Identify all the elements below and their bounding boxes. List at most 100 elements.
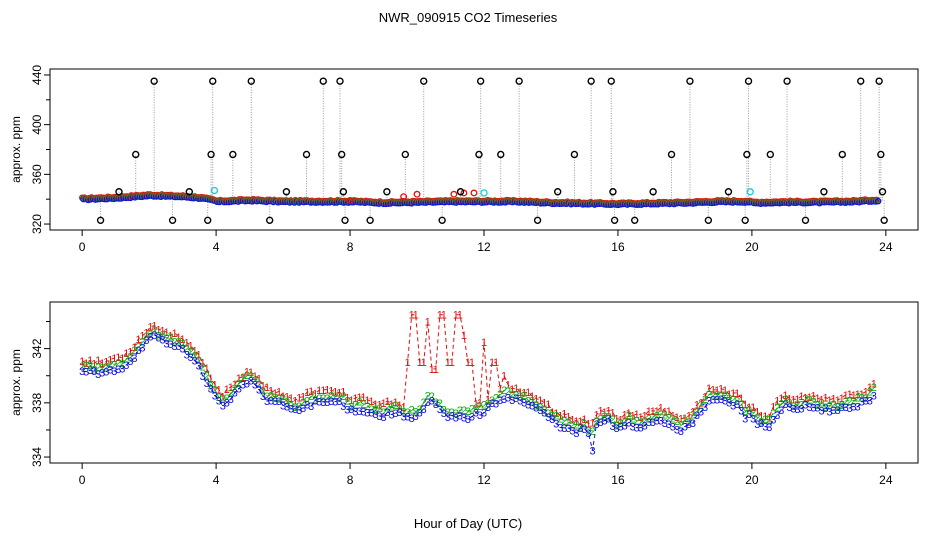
series-3-glyph: 3 [790,404,796,416]
x-tick-label: 0 [79,240,86,254]
series-1-glyph: 1 [421,357,427,369]
series-3-glyph: 3 [714,394,720,406]
series-3-glyph: 3 [622,421,628,433]
series-3-glyph: 3 [336,396,342,408]
series-1-glyph: 1 [477,397,483,409]
series-3-glyph: 3 [690,418,696,430]
series-3-glyph: 3 [196,361,202,373]
series-3-glyph: 3 [417,408,423,420]
series-1-glyph: 1 [433,364,439,376]
series-3-glyph: 3 [835,405,841,417]
series-1-glyph: 1 [718,384,724,396]
series-2-glyph: 2 [389,402,395,414]
series-3-glyph: 3 [288,404,294,416]
series-1-glyph: 1 [843,390,849,402]
series-2-glyph: 2 [216,392,222,404]
series-2-glyph: 2 [409,404,415,416]
series-3-glyph: 3 [614,423,620,435]
series-1-glyph: 1 [204,363,210,375]
series-2-glyph: 2 [710,389,716,401]
outlier-point [168,216,177,225]
series-1-glyph: 1 [473,399,479,411]
series-2-glyph: 2 [180,339,186,351]
series-3-glyph: 3 [606,414,612,426]
series-2-glyph: 2 [738,399,744,411]
y-tick-label: 400 [30,114,44,134]
series-2-glyph: 2 [798,399,804,411]
series-3-glyph: 3 [429,396,435,408]
series-2-glyph: 2 [553,411,559,423]
series-1-glyph: 1 [485,394,491,406]
series-1-glyph: 1 [670,411,676,423]
series-1-glyph: 1 [200,357,206,369]
series-1-glyph: 1 [151,321,157,333]
series-3-glyph: 3 [95,369,101,381]
x-tick-label: 8 [347,240,354,254]
series-3-glyph: 3 [83,367,89,379]
outlier-point [209,77,217,85]
series-2-glyph: 2 [356,396,362,408]
series-3-glyph: 3 [272,396,278,408]
series-3-glyph: 3 [280,400,286,412]
series-3-glyph: 3 [284,402,290,414]
series-1-glyph: 1 [360,392,366,404]
series-3-glyph: 3 [481,408,487,420]
outlier-point [610,216,619,225]
series-3-glyph: 3 [139,342,145,354]
series-3-glyph: 3 [782,399,788,411]
series-1-glyph: 1 [167,331,173,343]
series-2-glyph: 2 [549,410,555,422]
series-3-glyph: 3 [360,407,366,419]
series-2-glyph: 2 [328,390,334,402]
series-3-glyph: 3 [320,397,326,409]
outlier-point [766,150,775,159]
series-3-glyph: 3 [666,419,672,431]
series-1-glyph: 1 [734,388,740,400]
series-1-glyph: 1 [324,385,330,397]
series-1-glyph: 1 [135,334,141,346]
series-1-glyph: 1 [119,353,125,365]
series-2-glyph: 2 [742,406,748,418]
series-2-glyph: 2 [493,392,499,404]
outlier-point [570,150,579,159]
series-2-glyph: 2 [123,354,129,366]
series-3-glyph: 3 [577,423,583,435]
series-1-glyph: 1 [774,396,780,408]
series-3-glyph: 3 [585,428,591,440]
series-2-glyph: 2 [280,393,286,405]
x-tick-label: 12 [477,473,491,487]
series-3-glyph: 3 [135,345,141,357]
series-2-glyph: 2 [296,401,302,413]
series-1-glyph: 1 [618,414,624,426]
series-3-glyph: 3 [449,410,455,422]
series-1-glyph: 1 [726,389,732,401]
series-3-glyph: 3 [738,405,744,417]
series-2-glyph: 2 [501,385,507,397]
series-1-glyph: 1 [565,412,571,424]
outlier-point [438,216,446,225]
series-1-glyph: 1 [364,395,370,407]
series-2-glyph: 2 [810,396,816,408]
series-1-glyph: 1 [786,393,792,405]
series-2-glyph: 2 [425,390,431,402]
outlier-point [247,77,255,85]
series-3-glyph: 3 [300,403,306,415]
series-1-glyph: 1 [497,383,503,395]
series-3-glyph: 3 [143,335,149,347]
series-1-glyph: 1 [220,391,226,403]
series-2-glyph: 2 [79,361,85,373]
outlier-point [877,150,885,159]
series-1-glyph: 1 [292,395,298,407]
series-2-glyph: 2 [585,426,591,438]
series-2-glyph: 2 [690,410,696,422]
series-2-glyph: 2 [593,416,599,428]
series-2-glyph: 2 [461,405,467,417]
series-1-glyph: 1 [336,388,342,400]
series-2-glyph: 2 [433,397,439,409]
x-tick-label: 4 [213,473,220,487]
cyan-point [480,189,488,197]
series-1-glyph: 1 [839,393,845,405]
series-2-glyph: 2 [702,394,708,406]
series-3-glyph: 3 [208,383,214,395]
series-2-glyph: 2 [537,402,543,414]
